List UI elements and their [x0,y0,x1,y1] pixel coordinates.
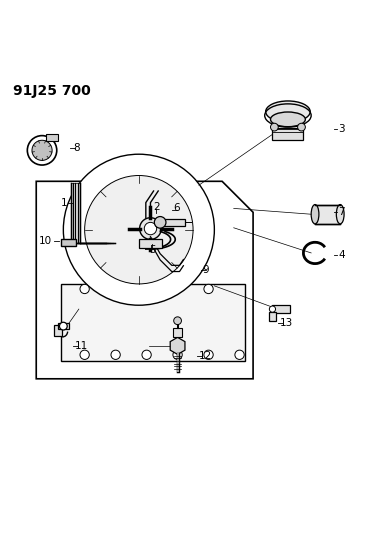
Circle shape [32,140,52,160]
Text: 8: 8 [73,143,80,154]
Bar [54,325,62,336]
Bar [273,128,303,140]
Bar [139,239,162,248]
Text: 4: 4 [338,250,345,260]
Text: 91J25 700: 91J25 700 [13,84,91,98]
Text: 11: 11 [75,341,88,351]
Bar [273,305,290,313]
Circle shape [271,123,278,131]
Bar [173,328,182,337]
Circle shape [154,216,166,228]
Ellipse shape [271,112,305,127]
Bar [46,134,58,141]
Bar [315,205,340,224]
Text: 9: 9 [203,265,209,276]
Bar [61,239,76,246]
Circle shape [85,175,193,284]
Bar [269,312,277,321]
Bar [61,284,245,361]
Bar [58,323,69,329]
Bar [163,219,184,226]
Ellipse shape [311,205,319,224]
Text: 1: 1 [60,198,67,208]
Text: 6: 6 [174,204,180,213]
Text: 3: 3 [338,124,345,134]
Text: 5: 5 [149,245,156,255]
Circle shape [80,284,89,294]
Circle shape [144,222,157,235]
Circle shape [63,154,214,305]
Circle shape [27,135,57,165]
Circle shape [173,350,182,359]
Circle shape [298,123,305,131]
Polygon shape [36,181,253,379]
Polygon shape [170,337,185,354]
Text: 10: 10 [39,236,52,246]
Circle shape [269,306,276,312]
Circle shape [204,284,213,294]
Text: 7: 7 [338,207,345,217]
Circle shape [204,350,213,359]
Circle shape [111,350,120,359]
Circle shape [142,350,151,359]
Circle shape [235,350,244,359]
Text: 12: 12 [199,351,212,360]
Circle shape [174,317,181,325]
Circle shape [59,322,67,330]
Polygon shape [71,183,115,243]
Ellipse shape [336,205,344,224]
Text: 13: 13 [280,318,293,328]
Text: 2: 2 [153,203,160,212]
Circle shape [80,350,89,359]
Circle shape [140,217,161,239]
Ellipse shape [266,101,310,122]
